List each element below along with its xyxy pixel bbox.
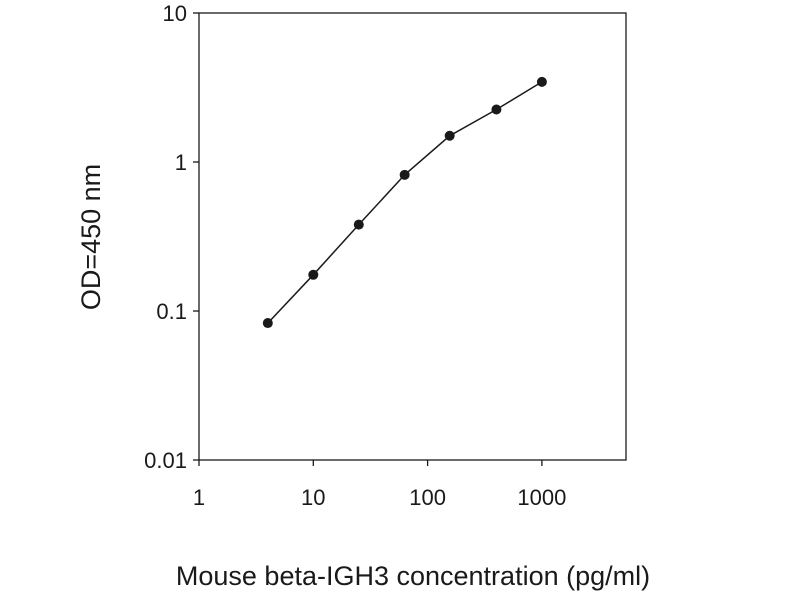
series-line	[267, 81, 543, 324]
x-axis-label: Mouse beta-IGH3 concentration (pg/ml)	[176, 561, 650, 591]
series-layer	[262, 76, 547, 329]
data-point	[308, 269, 319, 280]
x-tick-label: 100	[409, 485, 446, 510]
data-point	[536, 76, 547, 87]
data-point	[399, 169, 410, 180]
y-tick-label: 0.1	[156, 299, 187, 324]
data-point	[262, 318, 273, 329]
y-axis-label: OD=450 nm	[76, 164, 106, 310]
data-point	[353, 219, 364, 230]
y-tick-label: 10	[163, 1, 187, 26]
y-axis-ticks: 0.01 0.1 1 10	[144, 1, 199, 473]
x-tick-label: 1000	[517, 485, 566, 510]
y-tick-label: 1	[175, 150, 187, 175]
plot-border	[198, 12, 627, 461]
plot-frame	[198, 12, 627, 461]
x-tick-label: 10	[301, 485, 325, 510]
data-point	[444, 130, 455, 141]
x-axis-ticks: 1 10 100 1000	[193, 460, 566, 510]
x-tick-label: 1	[193, 485, 205, 510]
data-point	[491, 104, 502, 115]
y-tick-label: 0.01	[144, 448, 187, 473]
